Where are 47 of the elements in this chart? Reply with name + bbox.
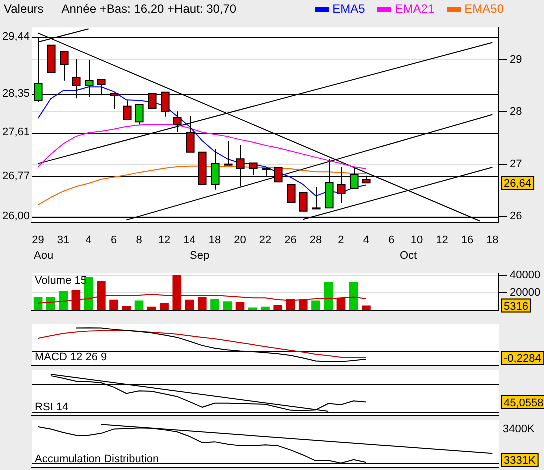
- chart-subtitle: Année +Bas: 16,20 +Haut: 30,70: [62, 2, 237, 16]
- legend-label: EMA21: [395, 2, 435, 16]
- x-tick-label: 18: [208, 234, 222, 246]
- ref-line-label: 26,00: [2, 210, 30, 223]
- y-tick-label: 26: [510, 210, 522, 223]
- text: Accumulation Distribution: [35, 454, 160, 466]
- x-tick-label: 31: [57, 234, 70, 246]
- y-tick-label: 20000: [510, 286, 541, 299]
- ref-line-label: 27,61: [2, 126, 30, 139]
- y-tick-label: 29: [510, 54, 522, 66]
- x-tick-label: 6: [110, 234, 118, 246]
- y-tick-label: 40000: [510, 269, 541, 282]
- x-tick-label: 18: [486, 234, 499, 246]
- x-tick-label: 22: [259, 234, 272, 246]
- x-tick-label: 2: [338, 234, 344, 246]
- x-tick-label: 10: [410, 234, 424, 246]
- text: 26,64: [504, 178, 532, 190]
- text: Sep: [190, 250, 210, 262]
- y-tick-label: 28: [510, 106, 522, 118]
- text: -0,2284: [504, 353, 542, 366]
- x-tick-label: 4: [363, 234, 370, 246]
- x-tick-label: 4: [86, 234, 92, 246]
- x-tick-label: 29: [32, 234, 44, 246]
- x-tick-label: 12: [158, 234, 171, 246]
- x-tick-label: 6: [388, 234, 395, 246]
- chart-title: Valeurs: [4, 2, 44, 16]
- x-tick-label: 20: [234, 234, 246, 246]
- legend-label: EMA5: [332, 2, 366, 16]
- y-tick-label: 27: [510, 158, 522, 170]
- x-tick-label: 14: [184, 234, 196, 246]
- legend-label: EMA50: [464, 2, 504, 16]
- text: Oct: [400, 250, 418, 262]
- ref-line-label: 29,44: [2, 31, 30, 44]
- ref-line-label: 28,35: [2, 88, 30, 100]
- x-tick-label: 16: [461, 234, 474, 246]
- text: Aou: [34, 250, 54, 262]
- x-tick-label: 28: [310, 234, 322, 246]
- text: 3400K: [503, 424, 536, 436]
- text: 5316: [504, 300, 528, 313]
- x-tick-label: 26: [284, 234, 297, 246]
- text: RSI 14: [35, 402, 69, 414]
- ref-line-label: 26,77: [2, 170, 30, 182]
- text: 45,0558: [504, 397, 544, 410]
- text: 3331K: [504, 455, 536, 468]
- x-tick-label: 8: [136, 234, 142, 246]
- text: MACD 12 26 9: [35, 352, 108, 364]
- x-tick-label: 12: [436, 234, 448, 246]
